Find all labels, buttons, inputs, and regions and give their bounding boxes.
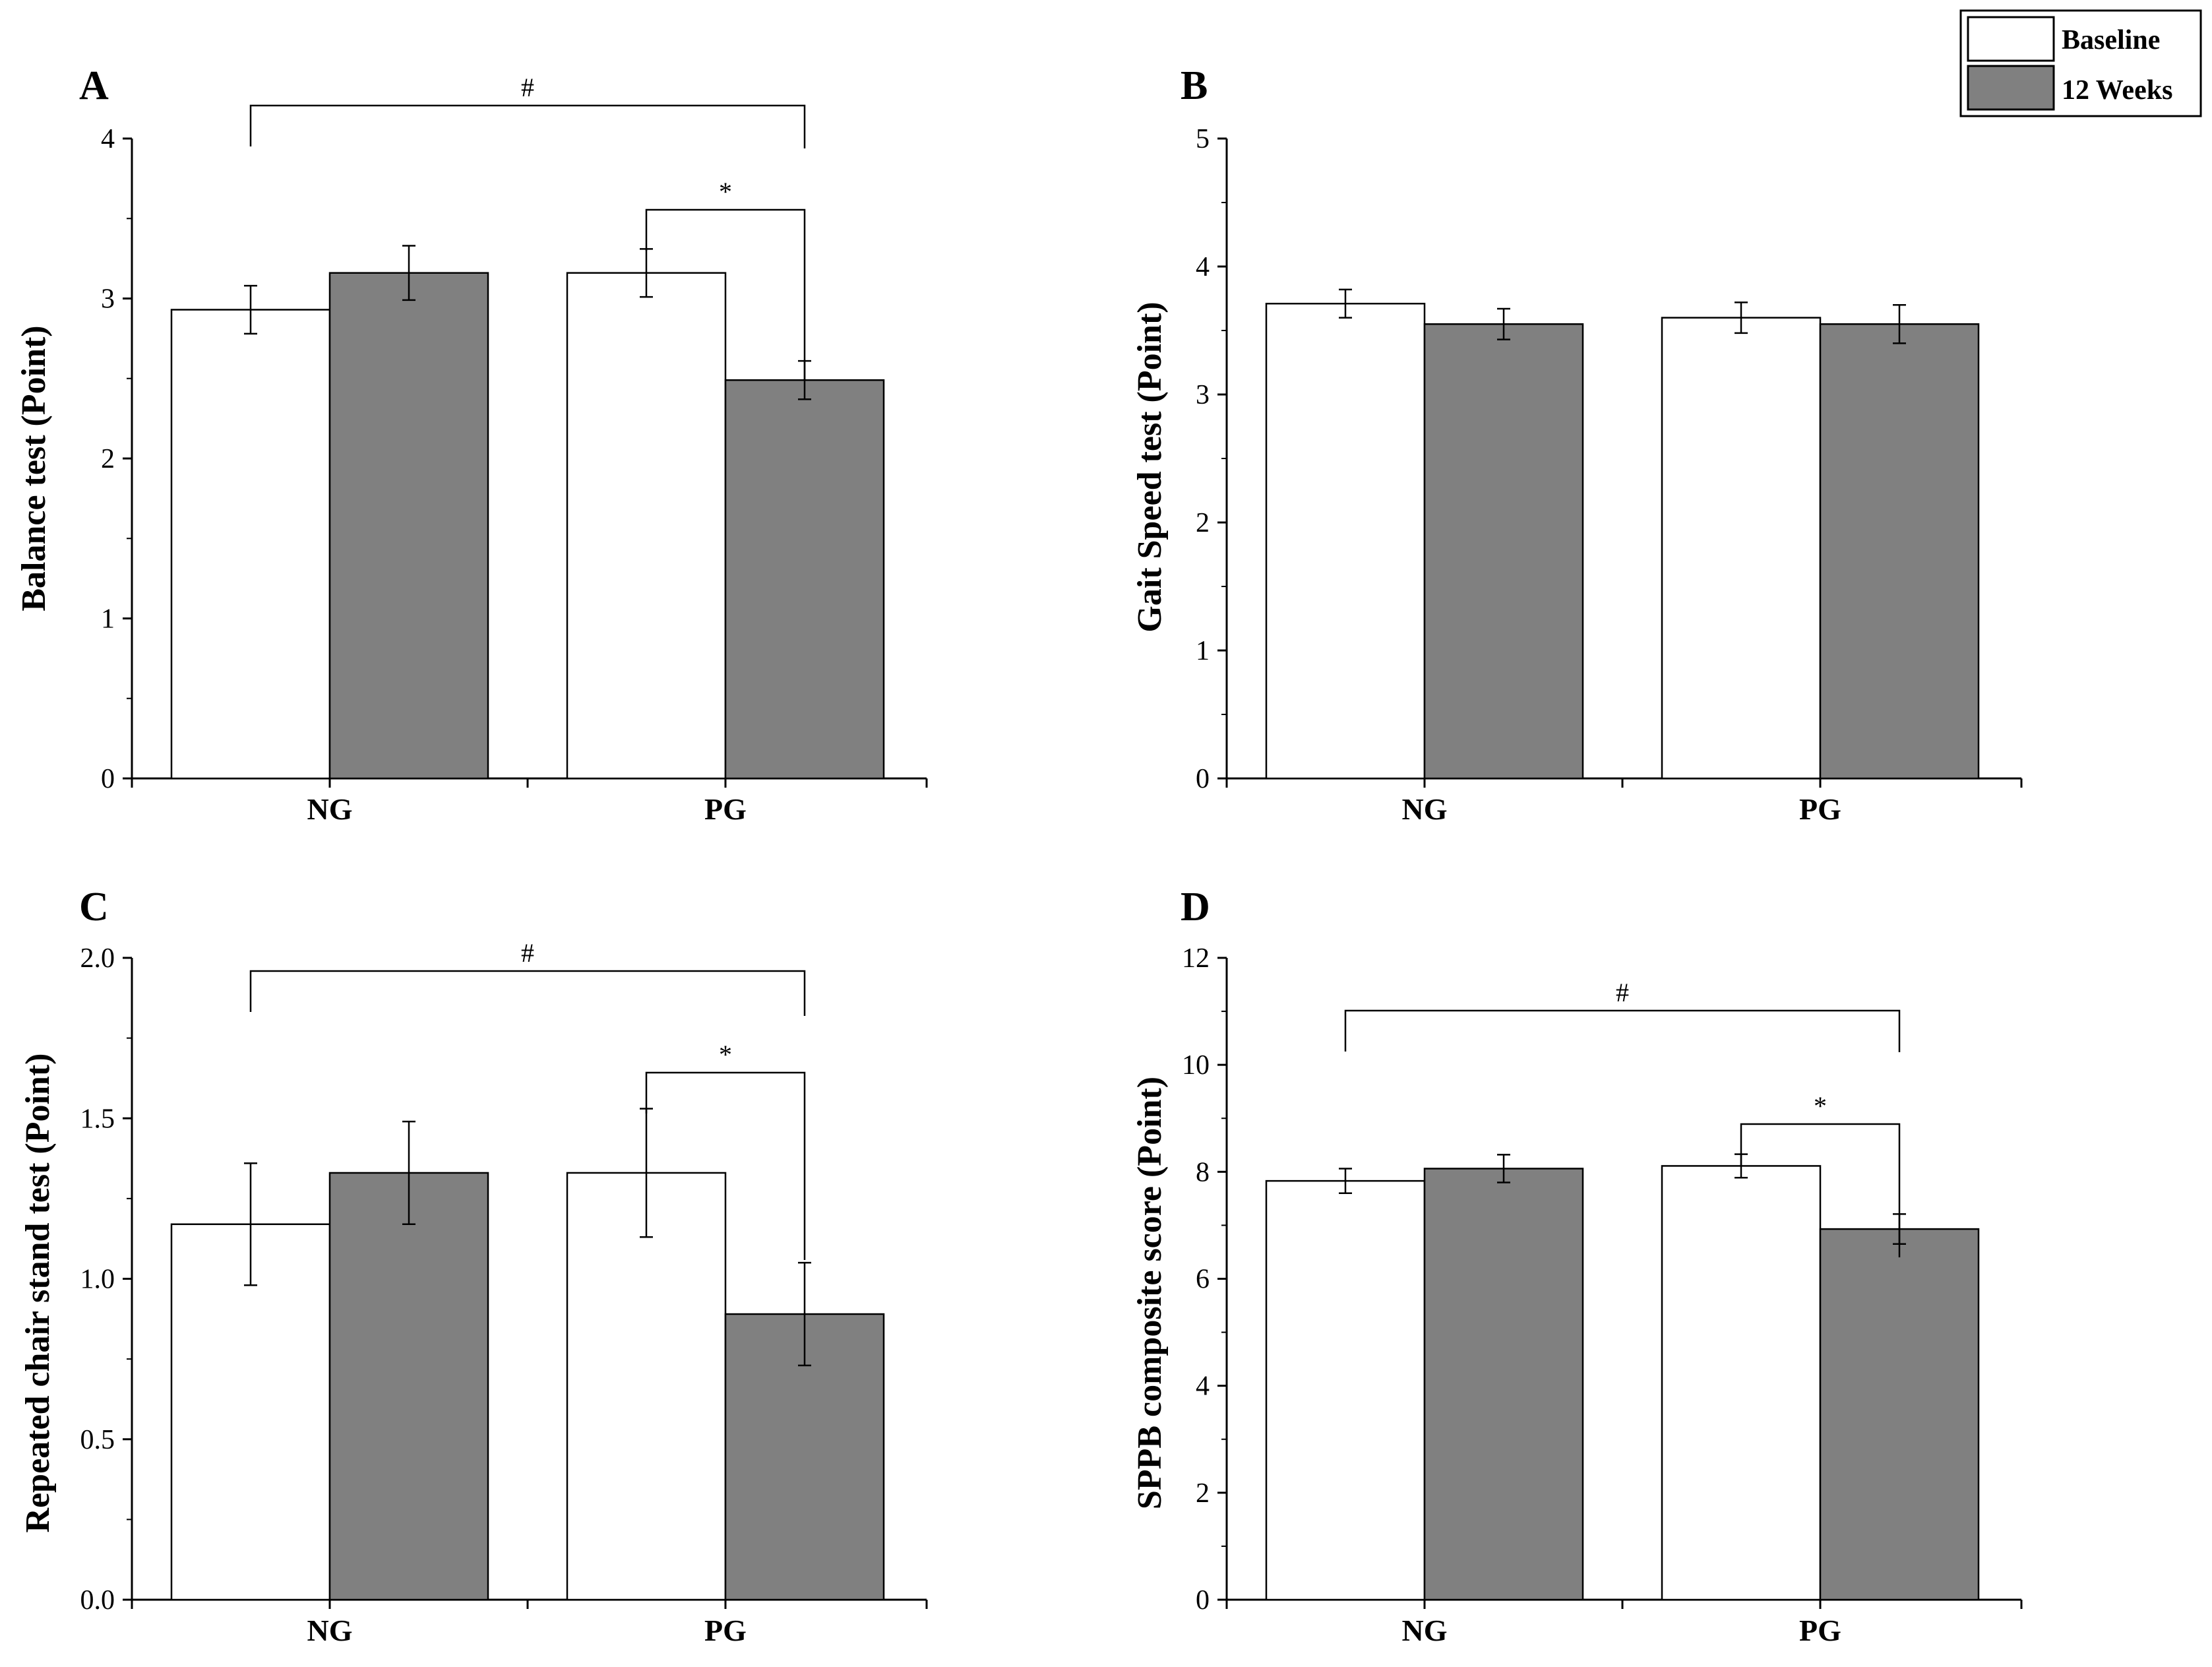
panel-letter-c: C bbox=[79, 885, 109, 929]
panel-c: C Repeated chair stand test (Point) 0.0 0… bbox=[19, 885, 928, 1647]
panel-a: A Balance test (Point) 0 1 2 3 4 NG PG # * bbox=[15, 63, 928, 826]
y-tick-label-a: 0 bbox=[101, 764, 115, 794]
panel-letter-a: A bbox=[79, 63, 109, 108]
y-tick-label-d: 8 bbox=[1196, 1157, 1210, 1187]
significance-marker-hash: # bbox=[1616, 978, 1629, 1007]
y-tick-label-c: 0.5 bbox=[80, 1425, 115, 1455]
significance-marker-star: * bbox=[1814, 1091, 1827, 1121]
bar-ng-baseline bbox=[170, 1223, 331, 1601]
y-axis-label-d: SPPB composite score (Point) bbox=[1131, 1077, 1169, 1509]
y-tick-label-d: 10 bbox=[1182, 1050, 1210, 1081]
legend-label-12-weeks: 12 Weeks bbox=[2062, 75, 2172, 106]
significance-bracket-hash bbox=[1344, 1009, 1901, 1052]
legend: Baseline 12 Weeks bbox=[1959, 9, 2202, 117]
y-axis-label-b: Gait Speed test (Point) bbox=[1131, 301, 1169, 632]
y-tick-label-b: 1 bbox=[1196, 636, 1210, 666]
bar-pg-12-weeks bbox=[724, 379, 885, 780]
y-tick-label-c: 0.0 bbox=[80, 1585, 115, 1616]
legend-label-baseline: Baseline bbox=[2062, 25, 2160, 55]
category-label-pg: PG bbox=[1799, 792, 1841, 826]
bar-ng-baseline bbox=[1265, 1179, 1426, 1601]
bar-ng-12-weeks bbox=[1423, 1168, 1584, 1601]
y-tick-label-d: 12 bbox=[1182, 943, 1210, 974]
significance-marker-hash: # bbox=[521, 73, 534, 102]
significance-bracket-star bbox=[645, 208, 806, 379]
panel-letter-d: D bbox=[1181, 885, 1210, 929]
y-tick-label-a: 3 bbox=[101, 284, 115, 315]
category-label-ng: NG bbox=[307, 1614, 353, 1647]
panel-b: B Gait Speed test (Point) 0 1 2 3 4 5 NG PG bbox=[1131, 63, 2023, 826]
y-tick-label-b: 3 bbox=[1196, 380, 1210, 410]
bar-ng-12-weeks bbox=[328, 272, 489, 780]
significance-bracket-hash bbox=[249, 970, 806, 1016]
bar-pg-baseline bbox=[1661, 317, 1822, 780]
bar-pg-12-weeks bbox=[1819, 1228, 1980, 1601]
legend-swatch-baseline bbox=[1967, 16, 2055, 62]
y-tick-label-c: 1.0 bbox=[80, 1265, 115, 1295]
significance-marker-hash: # bbox=[521, 938, 534, 968]
y-axis-label-a: Balance test (Point) bbox=[15, 325, 53, 611]
significance-marker-star: * bbox=[719, 1040, 732, 1069]
significance-bracket-star bbox=[1740, 1123, 1901, 1257]
y-tick-label-c: 1.5 bbox=[80, 1104, 115, 1134]
panel-letter-b: B bbox=[1181, 63, 1208, 108]
category-label-pg: PG bbox=[704, 792, 747, 826]
category-label-ng: NG bbox=[307, 792, 353, 826]
y-tick-label-d: 2 bbox=[1196, 1478, 1210, 1509]
bar-pg-baseline bbox=[566, 1172, 727, 1601]
category-label-ng: NG bbox=[1402, 1614, 1448, 1647]
y-tick-label-b: 5 bbox=[1196, 124, 1210, 154]
bar-ng-baseline bbox=[170, 309, 331, 780]
y-tick-label-a: 4 bbox=[101, 124, 115, 154]
category-label-pg: PG bbox=[704, 1614, 747, 1647]
bar-pg-baseline bbox=[1661, 1165, 1822, 1601]
y-tick-label-d: 0 bbox=[1196, 1585, 1210, 1616]
bar-pg-baseline bbox=[566, 272, 727, 780]
bar-ng-baseline bbox=[1265, 303, 1426, 780]
significance-bracket-star bbox=[645, 1071, 806, 1260]
bar-pg-12-weeks bbox=[1819, 323, 1980, 780]
bar-ng-12-weeks bbox=[1423, 323, 1584, 780]
y-tick-label-b: 4 bbox=[1196, 252, 1210, 282]
legend-swatch-12-weeks bbox=[1967, 65, 2055, 111]
panel-d: D SPPB composite score (Point) 0 2 4 6 8 10 12… bbox=[1131, 885, 2023, 1647]
y-tick-label-d: 4 bbox=[1196, 1371, 1210, 1402]
y-tick-label-d: 6 bbox=[1196, 1265, 1210, 1295]
y-tick-label-b: 2 bbox=[1196, 508, 1210, 538]
bar-ng-12-weeks bbox=[328, 1172, 489, 1601]
category-label-ng: NG bbox=[1402, 792, 1448, 826]
y-axis-label-c: Repeated chair stand test (Point) bbox=[19, 1054, 57, 1533]
y-tick-label-a: 1 bbox=[101, 604, 115, 635]
significance-bracket-hash bbox=[249, 104, 806, 148]
y-tick-label-b: 0 bbox=[1196, 764, 1210, 794]
y-tick-label-c: 2.0 bbox=[80, 943, 115, 974]
y-tick-label-a: 2 bbox=[101, 444, 115, 474]
significance-marker-star: * bbox=[719, 177, 732, 206]
category-label-pg: PG bbox=[1799, 1614, 1841, 1647]
